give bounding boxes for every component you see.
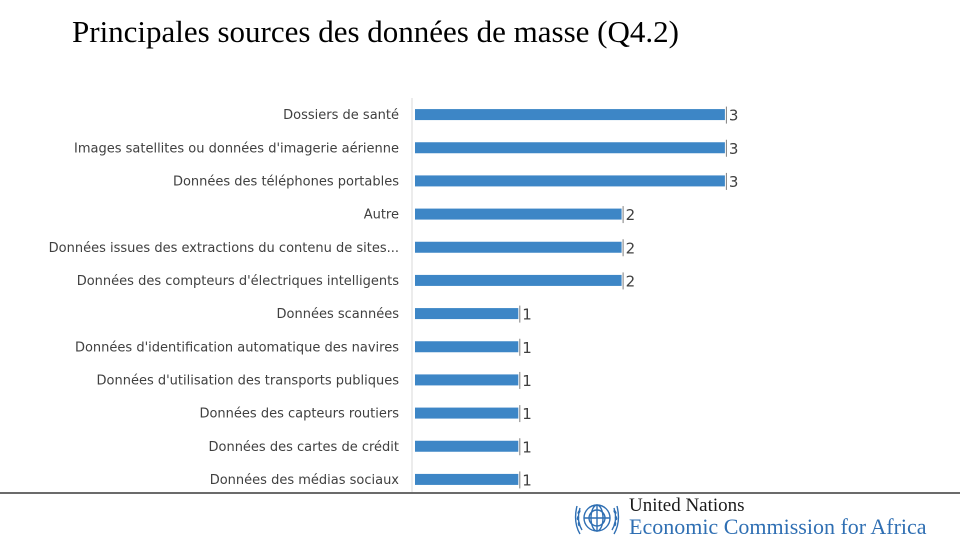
value-label: 2 [626, 239, 636, 257]
bar [415, 208, 622, 220]
category-label: Dossiers de santé [283, 108, 399, 123]
value-label: 1 [522, 471, 532, 489]
category-label: Données scannées [277, 307, 400, 322]
bar [415, 109, 725, 121]
bar [415, 241, 622, 253]
bar [415, 374, 519, 386]
bar [415, 175, 725, 187]
org-subtitle: Economic Commission for Africa [629, 514, 927, 539]
bar [415, 473, 519, 485]
bar [415, 308, 519, 320]
page-title: Principales sources des données de masse… [72, 14, 679, 49]
un-emblem-icon [574, 504, 620, 535]
category-label: Données des compteurs d'électriques inte… [77, 274, 399, 289]
category-label: Données des capteurs routiers [199, 407, 399, 422]
category-label: Données des cartes de crédit [208, 440, 399, 455]
value-label: 2 [626, 206, 636, 224]
footer-divider [0, 492, 960, 494]
bar [415, 341, 519, 353]
bar [415, 142, 725, 154]
category-label: Autre [364, 208, 399, 223]
bar [415, 440, 519, 452]
bar-chart: Dossiers de santé 3 Images satellites ou d… [49, 98, 739, 492]
value-label: 2 [626, 272, 636, 290]
category-label: Données des médias sociaux [210, 473, 400, 488]
value-label: 3 [729, 140, 739, 158]
category-label: Données issues des extractions du conten… [49, 241, 399, 256]
org-name: United Nations [629, 495, 745, 516]
category-label: Données d'utilisation des transports pub… [97, 373, 400, 388]
value-label: 1 [522, 405, 532, 423]
bar [415, 274, 622, 286]
value-label: 1 [522, 438, 532, 456]
value-label: 3 [729, 173, 739, 191]
category-label: Images satellites ou données d'imagerie … [74, 141, 399, 156]
value-label: 3 [729, 107, 739, 125]
value-label: 1 [522, 372, 532, 390]
footer-logo: United Nations Economic Commission for A… [572, 495, 952, 540]
value-label: 1 [522, 306, 532, 324]
category-label: Données d'identification automatique des… [75, 340, 399, 355]
category-label: Données des téléphones portables [173, 174, 399, 189]
value-label: 1 [522, 339, 532, 357]
bar [415, 407, 519, 419]
